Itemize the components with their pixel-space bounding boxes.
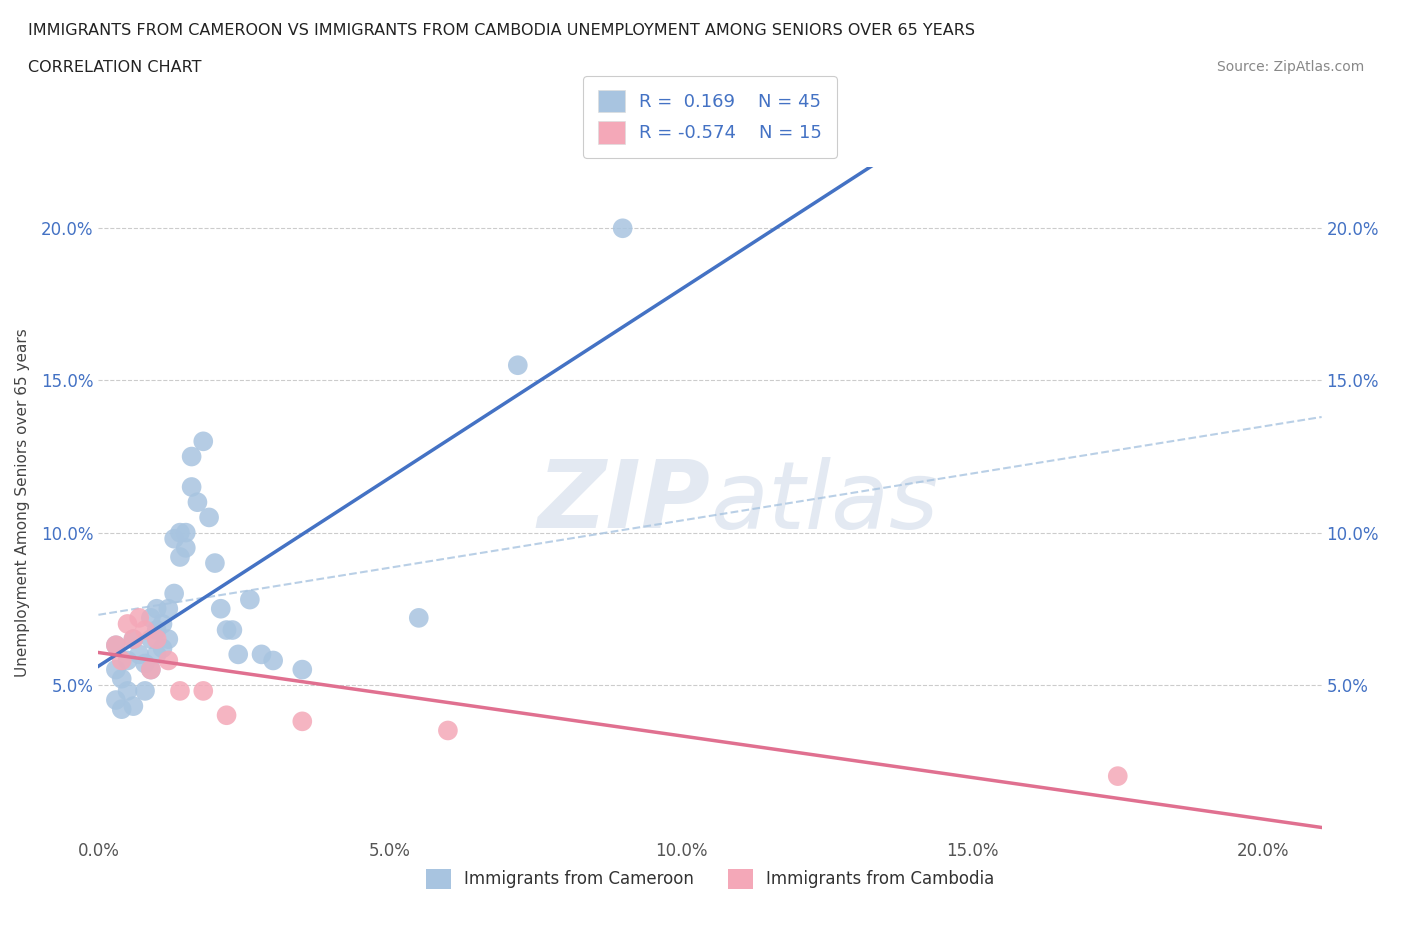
Point — [152, 641, 174, 656]
Text: atlas: atlas — [710, 457, 938, 548]
Point — [104, 662, 127, 677]
Point — [1107, 769, 1129, 784]
Point — [152, 617, 174, 631]
Point — [122, 698, 145, 713]
Point — [204, 555, 226, 570]
Point — [157, 631, 180, 646]
Text: CORRELATION CHART: CORRELATION CHART — [28, 60, 201, 75]
Point — [134, 684, 156, 698]
Point — [174, 525, 197, 540]
Point — [139, 631, 162, 646]
Point — [169, 525, 191, 540]
Point — [186, 495, 208, 510]
Point — [139, 610, 162, 625]
Point — [193, 684, 215, 698]
Point — [174, 540, 197, 555]
Point — [104, 638, 127, 653]
Point — [163, 586, 186, 601]
Point — [122, 631, 145, 646]
Point — [117, 617, 139, 631]
Point — [169, 684, 191, 698]
Point — [193, 434, 215, 449]
Point — [145, 602, 167, 617]
Point — [506, 358, 529, 373]
Point — [111, 653, 134, 668]
Point — [117, 653, 139, 668]
Point — [262, 653, 284, 668]
Y-axis label: Unemployment Among Seniors over 65 years: Unemployment Among Seniors over 65 years — [15, 328, 30, 677]
Point — [291, 662, 314, 677]
Point — [221, 622, 243, 637]
Point — [169, 550, 191, 565]
Point — [139, 662, 162, 677]
Point — [215, 708, 238, 723]
Point — [163, 531, 186, 546]
Point — [198, 510, 221, 525]
Point — [209, 602, 232, 617]
Point — [215, 622, 238, 637]
Point — [157, 653, 180, 668]
Text: Source: ZipAtlas.com: Source: ZipAtlas.com — [1216, 60, 1364, 74]
Point — [239, 592, 262, 607]
Point — [139, 662, 162, 677]
Point — [111, 671, 134, 686]
Point — [122, 631, 145, 646]
Point — [128, 610, 150, 625]
Point — [117, 684, 139, 698]
Point — [111, 702, 134, 717]
Point — [250, 647, 273, 662]
Point — [180, 449, 202, 464]
Point — [291, 714, 314, 729]
Point — [104, 693, 127, 708]
Point — [180, 480, 202, 495]
Point — [145, 647, 167, 662]
Point — [226, 647, 249, 662]
Point — [612, 220, 634, 235]
Point — [157, 602, 180, 617]
Point — [134, 622, 156, 637]
Legend: Immigrants from Cameroon, Immigrants from Cambodia: Immigrants from Cameroon, Immigrants fro… — [419, 862, 1001, 896]
Point — [408, 610, 430, 625]
Point — [128, 647, 150, 662]
Point — [145, 622, 167, 637]
Point — [104, 638, 127, 653]
Text: ZIP: ZIP — [537, 457, 710, 548]
Text: IMMIGRANTS FROM CAMEROON VS IMMIGRANTS FROM CAMBODIA UNEMPLOYMENT AMONG SENIORS : IMMIGRANTS FROM CAMEROON VS IMMIGRANTS F… — [28, 23, 976, 38]
Point — [437, 723, 460, 737]
Point — [134, 656, 156, 671]
Point — [145, 631, 167, 646]
